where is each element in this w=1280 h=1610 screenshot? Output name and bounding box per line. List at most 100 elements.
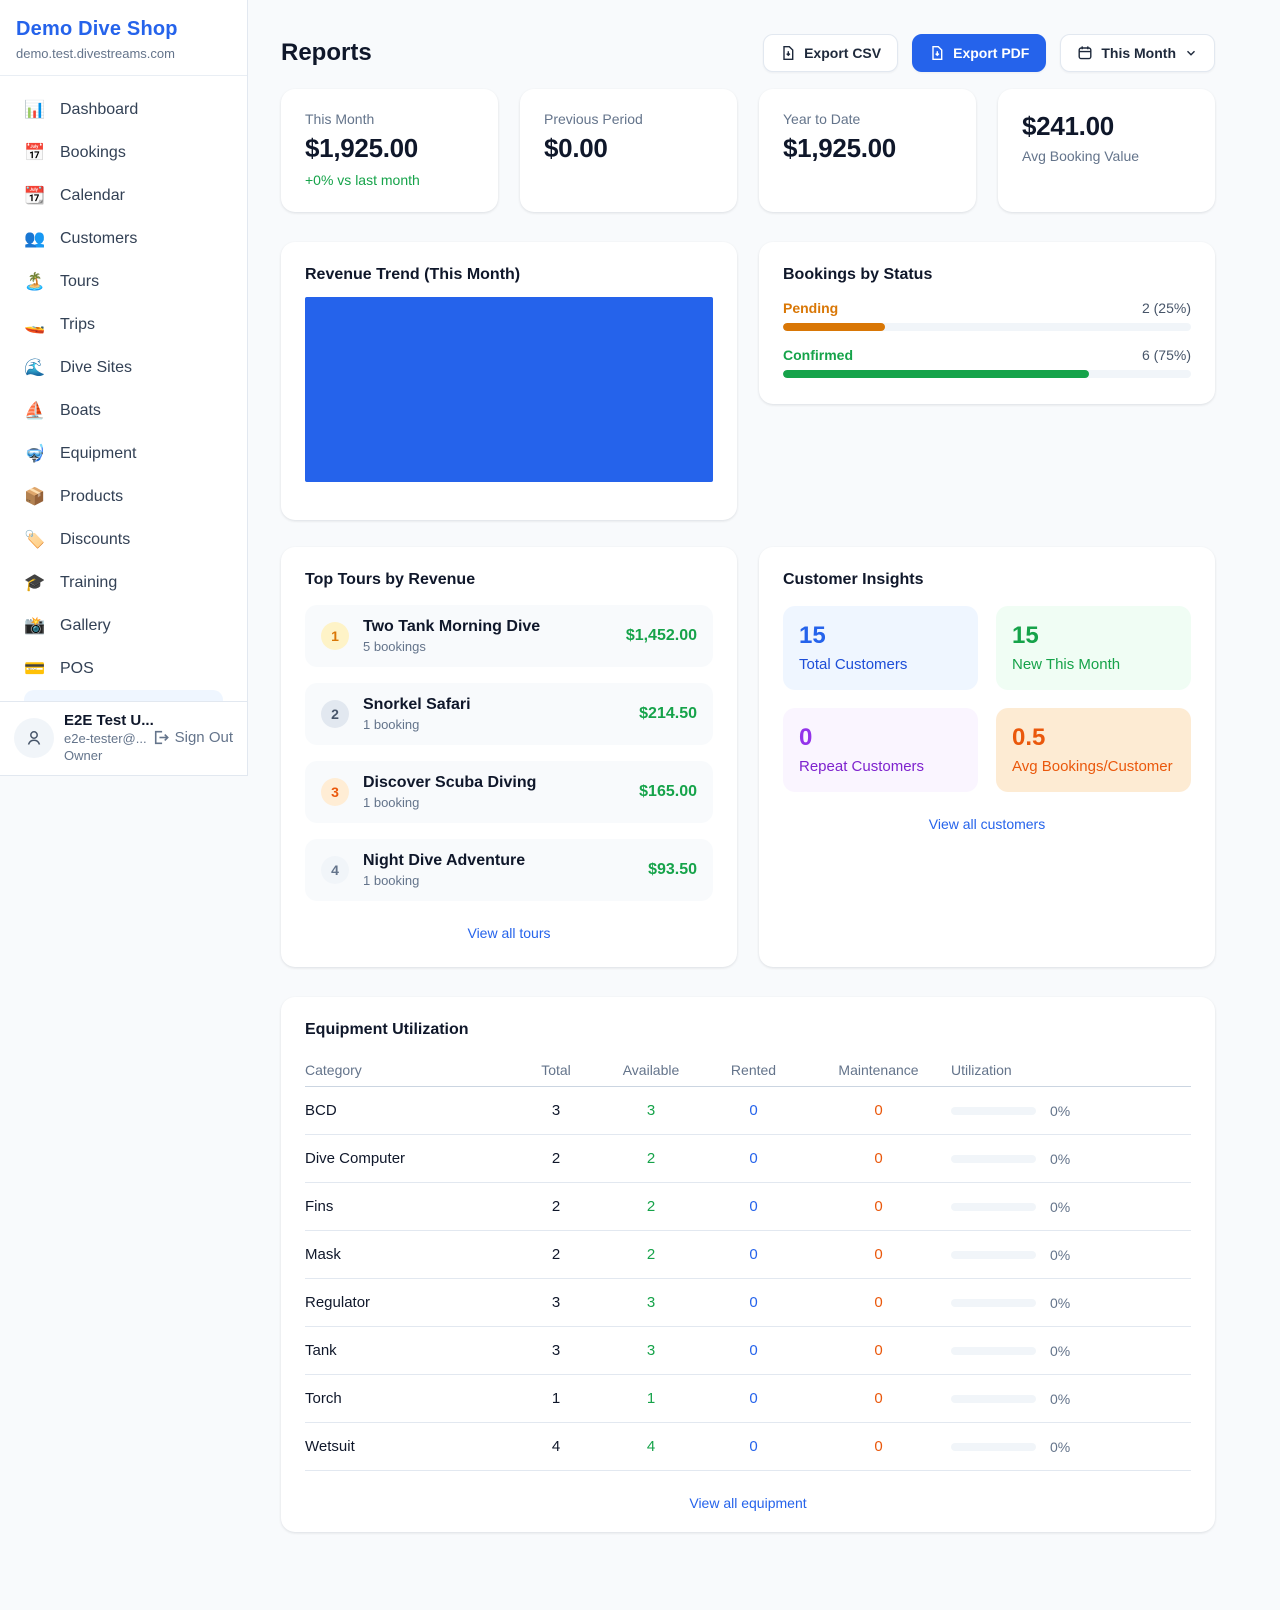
utilization-bar — [951, 1298, 1036, 1307]
export-csv-button[interactable]: Export CSV — [763, 34, 899, 72]
stat-card-avg-booking-value: $241.00 Avg Booking Value — [998, 89, 1215, 212]
pending-value: 2 (25%) — [1141, 300, 1191, 316]
tour-revenue: $1,452.00 — [625, 627, 697, 644]
insights-row: Top Tours by Revenue 1 Two Tank Morning … — [281, 547, 1215, 967]
tour-name: Snorkel Safari — [363, 696, 471, 713]
rank-badge: 4 — [321, 856, 349, 884]
tag-icon: 🏷️ — [24, 529, 46, 549]
stat-card-this-month: This Month $1,925.00 +0% vs last month — [281, 89, 498, 212]
chevron-down-icon — [1187, 50, 1195, 56]
status-row-pending: Pending 2 (25%) — [783, 300, 1191, 331]
tour-row[interactable]: 3 Discover Scuba Diving 1 booking $165.0… — [305, 761, 713, 823]
bookings-by-status-card: Bookings by Status Pending 2 (25%) Confi… — [759, 242, 1215, 404]
view-all-equipment-link[interactable]: View all equipment — [689, 1495, 807, 1511]
island-icon: 🏝️ — [24, 271, 46, 291]
tour-bookings: 1 booking — [363, 795, 420, 810]
user-name: E2E Test U... — [64, 712, 154, 729]
tour-bookings: 5 bookings — [363, 639, 426, 654]
tour-name: Discover Scuba Diving — [363, 774, 537, 791]
top-tours-title: Top Tours by Revenue — [305, 571, 476, 588]
tour-bookings: 1 booking — [363, 717, 420, 732]
pending-label: Pending — [783, 300, 839, 316]
sidebar-item-training[interactable]: 🎓 Training — [24, 572, 118, 592]
sidebar-item-calendar[interactable]: 📆 Calendar — [24, 185, 125, 205]
sign-out-button[interactable]: Sign Out — [152, 729, 233, 746]
period-dropdown[interactable]: This Month — [1060, 34, 1215, 72]
table-row: BCD 3 3 0 0 0% — [305, 1087, 1191, 1135]
status-row-confirmed: Confirmed 6 (75%) — [783, 347, 1191, 378]
view-all-customers-link[interactable]: View all customers — [928, 816, 1046, 832]
page-header: Reports Export CSV Export PDF — [281, 33, 1215, 73]
customer-insights-card: Customer Insights 15 Total Customers 15 … — [759, 547, 1215, 967]
rank-badge: 2 — [321, 700, 349, 728]
sidebar-item-dive-sites[interactable]: 🌊 Dive Sites — [24, 357, 133, 377]
export-pdf-button[interactable]: Export PDF — [912, 34, 1047, 72]
sidebar-item-products[interactable]: 📦 Products — [24, 486, 124, 506]
file-export-icon — [932, 46, 943, 60]
user-role: Owner — [64, 748, 103, 763]
equipment-table-header: Category Total Available Rented Maintena… — [305, 1053, 1191, 1087]
calendar-icon — [1078, 46, 1092, 60]
rank-badge: 1 — [321, 622, 349, 650]
revenue-trend-chart — [305, 297, 713, 482]
tour-row[interactable]: 4 Night Dive Adventure 1 booking $93.50 — [305, 839, 713, 901]
tour-row[interactable]: 1 Two Tank Morning Dive 5 bookings $1,45… — [305, 605, 713, 667]
person-icon — [27, 730, 41, 745]
sidebar-item-equipment[interactable]: 🤿 Equipment — [24, 443, 137, 463]
utilization-bar — [951, 1154, 1036, 1163]
utilization-bar — [951, 1106, 1036, 1115]
equipment-utilization-title: Equipment Utilization — [305, 1021, 469, 1038]
sidebar-item-tours[interactable]: 🏝️ Tours — [24, 271, 100, 291]
sidebar-item-dashboard[interactable]: 📊 Dashboard — [24, 99, 139, 119]
sidebar-item-boats[interactable]: ⛵ Boats — [24, 400, 101, 420]
stat-delta: +0% vs last month — [305, 172, 420, 188]
tile-new-this-month: 15 New This Month — [996, 606, 1191, 690]
sidebar-item-bookings[interactable]: 📅 Bookings — [24, 142, 126, 162]
tour-revenue: $214.50 — [639, 705, 697, 722]
table-row: Fins 2 2 0 0 0% — [305, 1183, 1191, 1231]
package-icon: 📦 — [24, 486, 46, 506]
table-row: Wetsuit 4 4 0 0 0% — [305, 1423, 1191, 1471]
confirmed-bar-fill — [783, 370, 1089, 378]
wave-icon: 🌊 — [24, 357, 46, 377]
file-export-icon — [783, 46, 794, 60]
stat-cards: This Month $1,925.00 +0% vs last month P… — [281, 89, 1215, 212]
sidebar-item-trips[interactable]: 🚤 Trips — [24, 314, 95, 334]
brand-domain: demo.test.divestreams.com — [16, 46, 175, 61]
tour-name: Two Tank Morning Dive — [363, 618, 541, 635]
tile-repeat-customers: 0 Repeat Customers — [783, 708, 978, 792]
sidebar-nav: 📊 Dashboard 📅 Bookings 📆 Calendar 👥 Cust… — [0, 76, 247, 702]
tile-total-customers: 15 Total Customers — [783, 606, 978, 690]
confirmed-bar-track — [783, 370, 1191, 378]
table-row: Dive Computer 2 2 0 0 0% — [305, 1135, 1191, 1183]
tour-bookings: 1 booking — [363, 873, 420, 888]
diving-mask-icon: 🤿 — [24, 443, 46, 463]
view-all-tours-link[interactable]: View all tours — [467, 925, 551, 941]
equipment-table: Category Total Available Rented Maintena… — [305, 1053, 1191, 1471]
revenue-trend-card: Revenue Trend (This Month) — [281, 242, 737, 520]
sailboat-icon: ⛵ — [24, 400, 46, 420]
utilization-bar — [951, 1394, 1036, 1403]
brand-title[interactable]: Demo Dive Shop — [16, 18, 178, 40]
rank-badge: 3 — [321, 778, 349, 806]
sidebar-item-customers[interactable]: 👥 Customers — [24, 228, 138, 248]
header-actions: Export CSV Export PDF This Month — [763, 34, 1215, 72]
calendar-icon: 📆 — [24, 185, 46, 205]
speedboat-icon: 🚤 — [24, 314, 46, 334]
pending-bar-track — [783, 323, 1191, 331]
confirmed-value: 6 (75%) — [1141, 347, 1191, 363]
customers-icon: 👥 — [24, 228, 46, 248]
table-row: Torch 1 1 0 0 0% — [305, 1375, 1191, 1423]
sidebar-item-discounts[interactable]: 🏷️ Discounts — [24, 529, 131, 549]
page-title: Reports — [281, 39, 372, 66]
tour-revenue: $165.00 — [639, 783, 697, 800]
sidebar-item-gallery[interactable]: 📸 Gallery — [24, 615, 111, 635]
pending-bar-fill — [783, 323, 885, 331]
tour-row[interactable]: 2 Snorkel Safari 1 booking $214.50 — [305, 683, 713, 745]
charts-row: Revenue Trend (This Month) Bookings by S… — [281, 242, 1215, 520]
sidebar-item-reports-partial[interactable] — [24, 690, 223, 702]
sidebar-item-pos[interactable]: 💳 POS — [24, 658, 94, 678]
revenue-trend-title: Revenue Trend (This Month) — [305, 266, 521, 283]
tile-avg-bookings-customer: 0.5 Avg Bookings/Customer — [996, 708, 1191, 792]
camera-icon: 📸 — [24, 615, 46, 635]
